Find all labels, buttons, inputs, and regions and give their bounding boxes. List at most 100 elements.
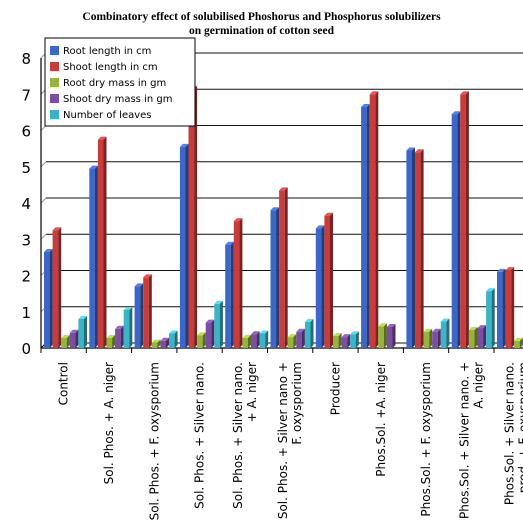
- bar-side: [94, 165, 98, 348]
- bar: [369, 91, 379, 348]
- bar-side: [511, 267, 515, 348]
- bar-side: [474, 326, 478, 348]
- bar-top: [97, 136, 107, 140]
- bar-side: [112, 334, 116, 348]
- bar-side: [429, 328, 433, 348]
- bar: [115, 325, 124, 348]
- y-tick-label: 3: [21, 231, 31, 249]
- legend-label: Shoot length in cm: [63, 62, 158, 73]
- bar-front: [233, 221, 240, 348]
- bar-top: [440, 318, 450, 322]
- bar-side: [185, 143, 189, 348]
- bar: [214, 300, 223, 348]
- bar: [324, 212, 333, 348]
- bar-side: [140, 283, 144, 348]
- bar-side: [129, 306, 133, 348]
- bar-top: [415, 149, 424, 153]
- bar: [205, 319, 215, 348]
- bar-top: [205, 319, 215, 323]
- bar-side: [211, 319, 215, 348]
- bar: [505, 267, 515, 348]
- bar-top: [151, 339, 161, 343]
- bar-front: [242, 337, 248, 348]
- bar: [460, 91, 469, 348]
- category-label-line: Phos.Sol. +A. niger: [374, 362, 388, 477]
- bar-top: [69, 329, 79, 333]
- bar-front: [160, 340, 166, 348]
- bar-side: [166, 337, 169, 348]
- category-label-line: A. niger: [471, 362, 485, 409]
- bar-side: [502, 268, 506, 348]
- bar-side: [174, 330, 178, 348]
- bar-front: [460, 94, 466, 348]
- bar-front: [361, 106, 367, 348]
- bar-top: [432, 328, 441, 332]
- bar-front: [89, 168, 95, 348]
- bar-top: [423, 328, 433, 332]
- bar-front: [169, 333, 175, 348]
- bar-side: [276, 207, 280, 348]
- bar-top: [369, 91, 379, 95]
- bar-side: [321, 225, 325, 348]
- category-label-line: F. oxysporium: [290, 362, 304, 445]
- bar-front: [304, 321, 311, 348]
- bar-top: [486, 288, 495, 292]
- bar-top: [468, 326, 478, 330]
- bar-side: [420, 149, 424, 348]
- bar: [179, 143, 189, 348]
- bar-side: [491, 288, 495, 348]
- bar-side: [148, 274, 152, 348]
- bar: [160, 337, 169, 348]
- category-label-line: Phos.Sol. + F. oxysporium: [419, 362, 433, 517]
- category-label-line: Control: [57, 362, 71, 405]
- bar: [143, 274, 152, 348]
- bar: [477, 325, 487, 348]
- bar: [270, 207, 280, 348]
- bar-front: [406, 150, 412, 348]
- bar-side: [256, 331, 260, 348]
- bar-front: [151, 342, 158, 348]
- bar-top: [225, 241, 234, 245]
- bar: [134, 283, 144, 348]
- bar-side: [412, 147, 415, 348]
- category-label-line: Phos.Sol. + Silver nano. +: [457, 362, 471, 519]
- legend: Root length in cm Shoot length in cm Root …: [44, 37, 196, 127]
- bar: [440, 318, 450, 348]
- bar-side: [383, 323, 387, 348]
- bar-front: [134, 286, 141, 348]
- bar-side: [157, 339, 161, 348]
- bar-front: [279, 190, 285, 348]
- bar-side: [284, 187, 288, 348]
- bar-front: [52, 230, 59, 348]
- bar: [497, 268, 506, 348]
- bar-top: [477, 325, 487, 329]
- bar-front: [315, 228, 322, 348]
- bar-front: [324, 215, 330, 348]
- bar-front: [287, 337, 294, 348]
- bar-side: [301, 328, 305, 348]
- bar-top: [460, 91, 469, 95]
- legend-swatch: [50, 62, 59, 71]
- bar-front: [115, 328, 121, 348]
- bar-side: [366, 103, 370, 348]
- bar: [296, 328, 305, 348]
- bar-side: [338, 333, 342, 348]
- bar-front: [143, 277, 149, 348]
- category-label-line: Producer: [328, 362, 342, 415]
- bar-top: [160, 337, 169, 341]
- bar-side: [355, 331, 359, 348]
- category-label: Sol. Phos. + Silver nano.+ A. niger: [231, 362, 259, 509]
- bar-top: [497, 268, 506, 272]
- bar-front: [69, 332, 76, 348]
- gridline-side: [40, 233, 47, 240]
- category-label: Control: [57, 362, 71, 405]
- bar: [423, 328, 433, 348]
- bar: [61, 334, 70, 348]
- bar-top: [179, 143, 189, 147]
- bar-top: [378, 323, 387, 327]
- bar-front: [259, 333, 266, 348]
- category-label-line: Sol. Phos. + A. niger: [102, 362, 116, 484]
- bar-side: [66, 334, 70, 348]
- bar-top: [106, 334, 116, 338]
- bar-side: [265, 330, 269, 348]
